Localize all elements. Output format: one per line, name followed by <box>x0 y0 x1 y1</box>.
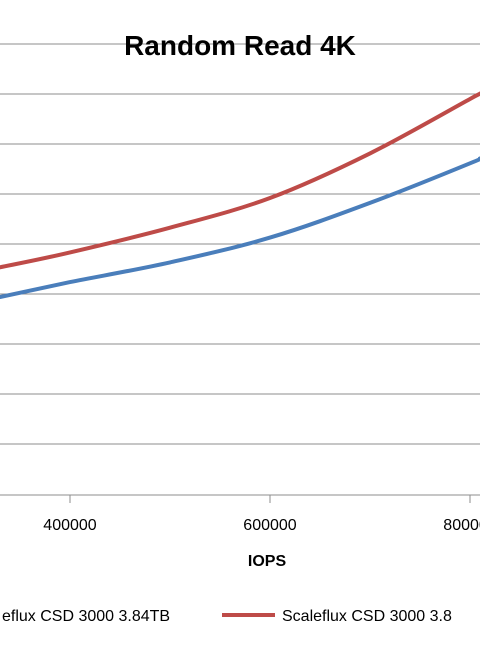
series-line-1 <box>0 91 480 270</box>
chart-title: Random Read 4K <box>124 30 356 61</box>
legend-label-1: Scaleflux CSD 3000 3.8 <box>282 608 452 625</box>
series-line-0 <box>0 156 480 299</box>
legend-label-0: eflux CSD 3000 3.84TB <box>2 608 170 625</box>
legend: eflux CSD 3000 3.84TB Scaleflux CSD 3000 … <box>2 608 452 625</box>
series-lines <box>0 91 480 299</box>
x-axis-title: IOPS <box>248 553 287 570</box>
x-tick-label: 800000 <box>443 517 480 534</box>
tick-labels: 400000 600000 800000 <box>43 517 480 534</box>
x-tick-label: 600000 <box>243 517 296 534</box>
x-tick-label: 400000 <box>43 517 96 534</box>
axes <box>0 494 480 503</box>
